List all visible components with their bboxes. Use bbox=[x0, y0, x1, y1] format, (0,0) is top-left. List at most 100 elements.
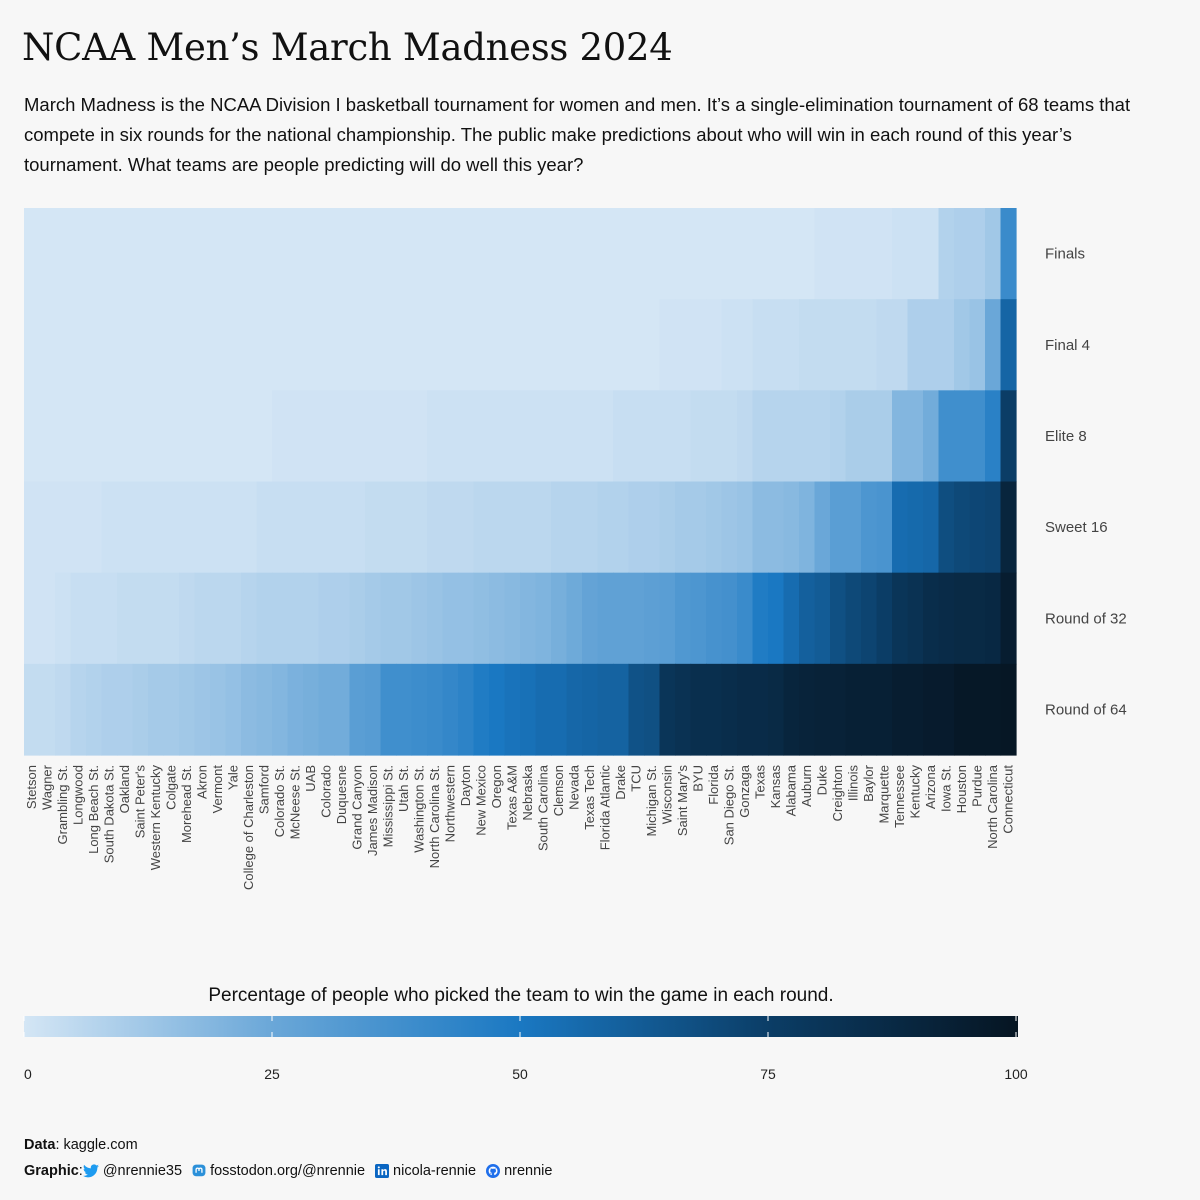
heatmap-cell bbox=[597, 208, 614, 300]
heatmap-cell bbox=[24, 299, 41, 391]
caption-graphic-line: Graphic: @nrennie35 fosstodon.org/@nrenn… bbox=[24, 1158, 562, 1184]
heatmap-cell bbox=[799, 390, 816, 483]
heatmap-cell bbox=[318, 299, 335, 391]
team-label: Wagner bbox=[39, 764, 54, 810]
heatmap-cell bbox=[86, 208, 103, 300]
twitter-handle[interactable]: @nrennie35 bbox=[82, 1158, 182, 1184]
heatmap-cell bbox=[675, 299, 692, 391]
heatmap-cell bbox=[969, 481, 986, 574]
heatmap-cell bbox=[473, 299, 490, 391]
heatmap-chart: Finals Final 4 Elite 8 Sweet 16 Round of 32 R… bbox=[23, 208, 1127, 1082]
heatmap-cell bbox=[442, 390, 459, 483]
team-label: Mississippi St. bbox=[380, 765, 395, 847]
heatmap-cell bbox=[334, 663, 351, 756]
heatmap-cell bbox=[86, 481, 103, 574]
heatmap-cell bbox=[597, 299, 614, 391]
heatmap-cell bbox=[551, 299, 568, 391]
heatmap-cell bbox=[892, 481, 909, 574]
heatmap-cell bbox=[303, 390, 320, 483]
heatmap-cell bbox=[256, 208, 273, 300]
team-label: Northwestern bbox=[442, 765, 457, 842]
heatmap-cell bbox=[830, 208, 847, 300]
heatmap-cell bbox=[535, 208, 552, 300]
heatmap-cell bbox=[55, 572, 72, 665]
heatmap-cell bbox=[489, 663, 506, 756]
team-label: Texas bbox=[752, 765, 767, 799]
heatmap-cell bbox=[380, 663, 397, 756]
heatmap-cell bbox=[458, 299, 475, 391]
heatmap-cell bbox=[597, 481, 614, 574]
heatmap-cell bbox=[148, 208, 165, 300]
heatmap-cell bbox=[256, 572, 273, 665]
heatmap-cell bbox=[473, 208, 490, 300]
heatmap-cell bbox=[907, 208, 924, 300]
heatmap-cell bbox=[489, 572, 506, 665]
team-label: Illinois bbox=[845, 765, 860, 802]
heatmap-cell bbox=[659, 481, 676, 574]
heatmap-cell bbox=[628, 390, 645, 483]
heatmap-cell bbox=[892, 208, 909, 300]
heatmap-cell bbox=[861, 208, 878, 300]
heatmap-cell bbox=[690, 299, 707, 391]
heatmap-cell bbox=[380, 390, 397, 483]
heatmap-cell bbox=[473, 390, 490, 483]
heatmap-cell bbox=[427, 572, 444, 665]
heatmap-cell bbox=[427, 208, 444, 300]
heatmap-cell bbox=[427, 299, 444, 391]
heatmap-cell bbox=[458, 481, 475, 574]
heatmap-cell bbox=[504, 208, 521, 300]
heatmap-cell bbox=[55, 390, 72, 483]
team-label: Duquesne bbox=[334, 765, 349, 824]
heatmap-cell bbox=[179, 299, 196, 391]
heatmap-cell bbox=[272, 663, 289, 756]
heatmap-cell bbox=[117, 299, 134, 391]
heatmap-cell bbox=[148, 663, 165, 756]
team-label: Florida Atlantic bbox=[597, 765, 612, 851]
legend-tick-label: 25 bbox=[264, 1066, 280, 1082]
legend-tick-label: 0 bbox=[24, 1066, 32, 1082]
heatmap-cell bbox=[721, 572, 738, 665]
heatmap-cell bbox=[132, 390, 149, 483]
team-label: Longwood bbox=[70, 765, 85, 825]
linkedin-icon bbox=[375, 1164, 390, 1178]
heatmap-cell bbox=[706, 663, 723, 756]
linkedin-handle[interactable]: nicola-rennie bbox=[375, 1158, 476, 1184]
team-label: Western Kentucky bbox=[148, 765, 163, 871]
heatmap-cell bbox=[210, 390, 227, 483]
heatmap-cell bbox=[597, 663, 614, 756]
team-label: Vermont bbox=[210, 765, 225, 814]
heatmap-cell bbox=[101, 208, 118, 300]
heatmap-cell bbox=[551, 663, 568, 756]
heatmap-cell bbox=[132, 572, 149, 665]
heatmap-cell bbox=[706, 481, 723, 574]
team-label: Houston bbox=[954, 765, 969, 813]
heatmap-cell bbox=[210, 299, 227, 391]
heatmap-cell bbox=[969, 299, 986, 391]
heatmap-cell bbox=[845, 663, 862, 756]
heatmap-cell bbox=[675, 481, 692, 574]
heatmap-cell bbox=[876, 299, 893, 391]
heatmap-cell bbox=[380, 299, 397, 391]
heatmap-cell bbox=[737, 572, 754, 665]
heatmap-cell bbox=[427, 663, 444, 756]
heatmap-cell bbox=[39, 299, 56, 391]
heatmap-cell bbox=[752, 390, 769, 483]
row-labels: Finals Final 4 Elite 8 Sweet 16 Round of 32 R… bbox=[1045, 246, 1127, 719]
legend-tick-label: 100 bbox=[1004, 1066, 1028, 1082]
team-label: Connecticut bbox=[1000, 765, 1015, 834]
heatmap-cell bbox=[24, 572, 41, 665]
github-handle[interactable]: nrennie bbox=[486, 1158, 552, 1184]
heatmap-cell bbox=[86, 663, 103, 756]
heatmap-cell bbox=[163, 299, 180, 391]
heatmap-cell bbox=[380, 208, 397, 300]
mastodon-handle[interactable]: fosstodon.org/@nrennie bbox=[192, 1158, 365, 1184]
heatmap-cell bbox=[907, 663, 924, 756]
heatmap-cell bbox=[659, 208, 676, 300]
team-label: Yale bbox=[225, 765, 240, 790]
heatmap-cell bbox=[954, 390, 971, 483]
heatmap-cell bbox=[861, 572, 878, 665]
heatmap-cell bbox=[799, 572, 816, 665]
heatmap-cell bbox=[923, 481, 940, 574]
heatmap-cell bbox=[396, 390, 413, 483]
heatmap-cell bbox=[551, 208, 568, 300]
